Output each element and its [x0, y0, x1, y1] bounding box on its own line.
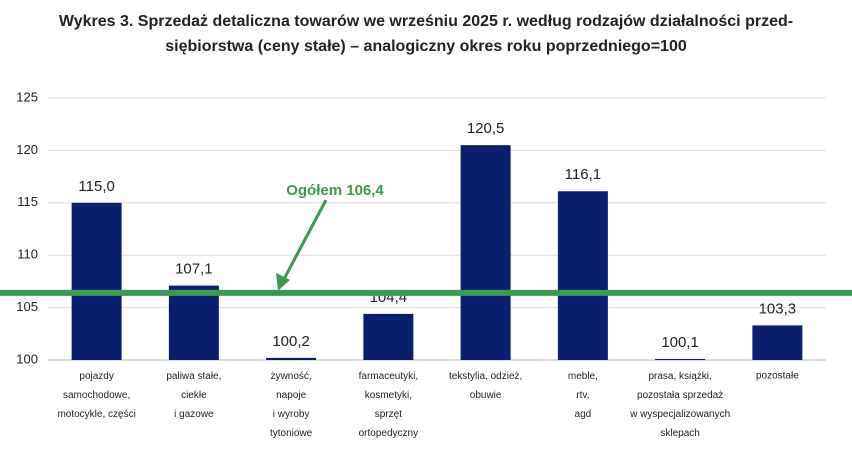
bar [71, 202, 122, 360]
y-tick-label: 100 [16, 351, 38, 366]
annotation-arrowhead [276, 272, 290, 291]
y-tick-label: 110 [17, 247, 38, 262]
annotation: Ogółem 106,4 [286, 182, 384, 199]
x-tick-label: pozostałe [756, 371, 799, 382]
x-tick-label: pojazdy samochodowe, motocykle, części [57, 371, 135, 420]
bar [655, 358, 706, 360]
value-label: 120,5 [467, 120, 505, 137]
value-label: 103,3 [759, 300, 797, 317]
bar [363, 313, 414, 360]
x-tick-label: żywność, napoje i wyroby tytoniowe [270, 371, 313, 439]
chart-title: Wykres 3. Sprzedaż detaliczna towarów we… [59, 13, 793, 55]
value-label: 115,0 [78, 178, 114, 195]
x-tick-label: tekstylia, odzież, obuwie [449, 371, 522, 401]
bar [460, 145, 511, 360]
y-tick-label: 115 [17, 194, 38, 209]
value-label: 100,1 [661, 334, 699, 351]
bar [557, 191, 608, 360]
bar [168, 285, 219, 360]
value-label: 100,2 [272, 333, 310, 350]
value-label: 116,1 [565, 166, 601, 183]
x-tick-label: paliwa stałe, ciekłe i gazowe [166, 371, 221, 420]
y-tick-label: 125 [16, 89, 38, 104]
x-tick-label: prasa, książki, pozostała sprzedaż w wyspe… [629, 371, 730, 439]
y-tick-label: 105 [16, 299, 38, 314]
y-tick-label: 120 [16, 142, 38, 157]
bar [266, 357, 317, 360]
annotation-arrow [281, 199, 328, 282]
bar [752, 325, 803, 360]
x-tick-label: meble, rtv, agd [568, 371, 598, 420]
x-tick-label: farmaceutyki, kosmetyki, sprzęt ortopedyczn… [359, 371, 418, 439]
value-label: 107,1 [175, 261, 213, 278]
